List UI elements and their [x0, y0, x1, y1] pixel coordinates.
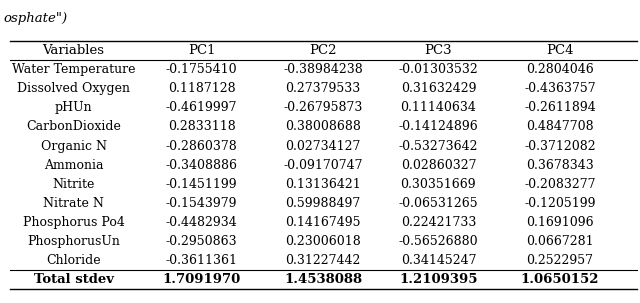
- Text: -0.01303532: -0.01303532: [399, 63, 478, 76]
- Text: Nitrate N: Nitrate N: [43, 197, 104, 210]
- Text: 0.11140634: 0.11140634: [401, 101, 476, 114]
- Text: 0.23006018: 0.23006018: [285, 235, 361, 248]
- Text: osphate"): osphate"): [3, 12, 67, 25]
- Text: 0.13136421: 0.13136421: [285, 178, 361, 191]
- Text: CarbonDioxide: CarbonDioxide: [26, 120, 121, 133]
- Text: Nitrite: Nitrite: [52, 178, 95, 191]
- Text: pHUn: pHUn: [55, 101, 92, 114]
- Text: 0.27379533: 0.27379533: [285, 82, 361, 95]
- Text: 0.31632429: 0.31632429: [401, 82, 476, 95]
- Text: PC4: PC4: [547, 44, 573, 57]
- Text: 1.4538088: 1.4538088: [284, 273, 362, 286]
- Text: -0.06531265: -0.06531265: [399, 197, 478, 210]
- Text: PC3: PC3: [424, 44, 452, 57]
- Text: Variables: Variables: [43, 44, 104, 57]
- Text: 0.4847708: 0.4847708: [526, 120, 594, 133]
- Text: -0.4619997: -0.4619997: [166, 101, 237, 114]
- Text: 1.7091970: 1.7091970: [163, 273, 241, 286]
- Text: -0.2611894: -0.2611894: [524, 101, 596, 114]
- Text: 0.14167495: 0.14167495: [285, 216, 361, 229]
- Text: -0.3408886: -0.3408886: [166, 159, 237, 171]
- Text: 0.31227442: 0.31227442: [285, 254, 361, 267]
- Text: 0.22421733: 0.22421733: [401, 216, 476, 229]
- Text: Water Temperature: Water Temperature: [12, 63, 135, 76]
- Text: -0.3712082: -0.3712082: [524, 139, 596, 152]
- Text: 0.1691096: 0.1691096: [526, 216, 594, 229]
- Text: PhosphorusUn: PhosphorusUn: [27, 235, 120, 248]
- Text: 0.02734127: 0.02734127: [285, 139, 361, 152]
- Text: -0.1451199: -0.1451199: [166, 178, 237, 191]
- Text: PC1: PC1: [188, 44, 215, 57]
- Text: 1.2109395: 1.2109395: [399, 273, 477, 286]
- Text: -0.56526880: -0.56526880: [399, 235, 478, 248]
- Text: -0.3611361: -0.3611361: [166, 254, 237, 267]
- Text: Ammonia: Ammonia: [44, 159, 103, 171]
- Text: 0.2804046: 0.2804046: [526, 63, 594, 76]
- Text: -0.1205199: -0.1205199: [524, 197, 596, 210]
- Text: -0.1755410: -0.1755410: [166, 63, 237, 76]
- Text: Total stdev: Total stdev: [34, 273, 114, 286]
- Text: -0.09170747: -0.09170747: [284, 159, 363, 171]
- Text: -0.14124896: -0.14124896: [399, 120, 478, 133]
- Text: -0.1543979: -0.1543979: [166, 197, 237, 210]
- Text: 0.3678343: 0.3678343: [526, 159, 594, 171]
- Text: -0.4482934: -0.4482934: [166, 216, 237, 229]
- Text: -0.2083277: -0.2083277: [524, 178, 596, 191]
- Text: Phosphorus Po4: Phosphorus Po4: [22, 216, 125, 229]
- Text: -0.2860378: -0.2860378: [166, 139, 237, 152]
- Text: -0.53273642: -0.53273642: [399, 139, 478, 152]
- Text: -0.38984238: -0.38984238: [284, 63, 363, 76]
- Text: 0.34145247: 0.34145247: [401, 254, 476, 267]
- Text: PC2: PC2: [310, 44, 337, 57]
- Text: Chloride: Chloride: [46, 254, 101, 267]
- Text: 0.30351669: 0.30351669: [401, 178, 476, 191]
- Text: -0.2950863: -0.2950863: [166, 235, 237, 248]
- Text: -0.4363757: -0.4363757: [524, 82, 596, 95]
- Text: 0.38008688: 0.38008688: [285, 120, 361, 133]
- Text: 0.02860327: 0.02860327: [401, 159, 476, 171]
- Text: 0.2833118: 0.2833118: [168, 120, 236, 133]
- Text: -0.26795873: -0.26795873: [284, 101, 363, 114]
- Text: 0.0667281: 0.0667281: [526, 235, 594, 248]
- Text: 0.2522957: 0.2522957: [527, 254, 593, 267]
- Text: Dissolved Oxygen: Dissolved Oxygen: [17, 82, 130, 95]
- Text: 1.0650152: 1.0650152: [521, 273, 599, 286]
- Text: Organic N: Organic N: [40, 139, 107, 152]
- Text: 0.1187128: 0.1187128: [168, 82, 236, 95]
- Text: 0.59988497: 0.59988497: [285, 197, 361, 210]
